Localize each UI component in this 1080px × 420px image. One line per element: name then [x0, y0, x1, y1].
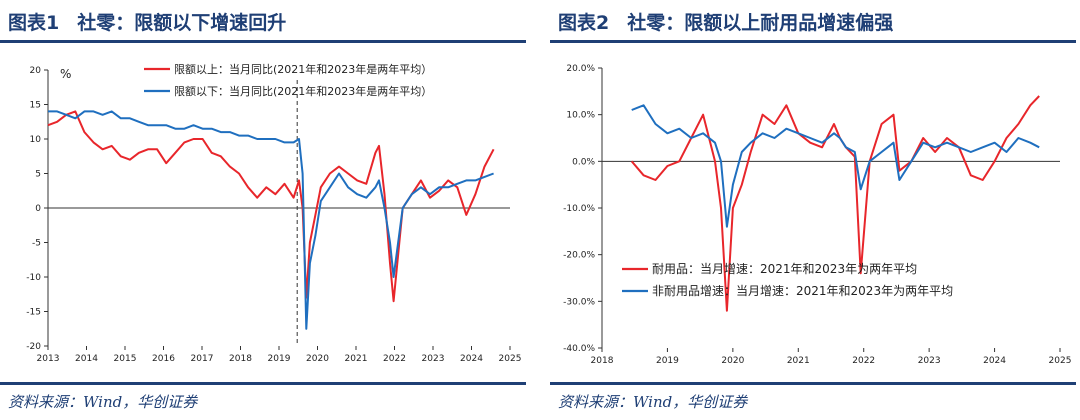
x-tick-label: 2025: [1049, 356, 1072, 366]
x-tick-label: 2024: [460, 354, 483, 364]
y-tick-label: 20.0%: [566, 64, 595, 74]
series-line-1: [48, 110, 494, 330]
x-tick-label: 2020: [721, 356, 744, 366]
x-tick-label: 2021: [787, 356, 810, 366]
x-tick-label: 2023: [422, 354, 445, 364]
x-tick-label: 2019: [656, 356, 679, 366]
series-line-1: [631, 104, 1040, 228]
y-tick-label: 5: [35, 170, 41, 180]
x-tick-label: 2022: [852, 356, 875, 366]
legend-label-1: 非耐用品增速：当月增速：2021年和2023年为两年平均: [652, 284, 953, 298]
x-tick-label: 2019: [268, 354, 291, 364]
y-tick-label: -30.0%: [563, 297, 595, 307]
x-tick-label: 2020: [306, 354, 329, 364]
y-tick-label: 10.0%: [566, 111, 595, 121]
y-tick-label: -15: [26, 308, 41, 318]
figure-number: 图表2: [558, 12, 610, 34]
x-tick-label: 2022: [383, 354, 406, 364]
y-tick-label: 15: [30, 101, 41, 111]
x-tick-label: 2013: [37, 354, 60, 364]
y-tick-label: 20: [30, 66, 42, 76]
title-rule: [550, 40, 1076, 43]
title-rule: [0, 40, 526, 43]
y-tick-label: -10.0%: [563, 204, 595, 214]
source-note: 资料来源：Wind，华创证券: [8, 393, 198, 411]
x-tick-label: 2018: [229, 354, 252, 364]
y-tick-label: -20.0%: [563, 251, 595, 261]
x-tick-label: 2018: [591, 356, 614, 366]
figure-title: 社零：限额以上耐用品增速偏强: [627, 12, 894, 34]
y-axis-label: %: [60, 67, 71, 81]
footer-rule: [0, 382, 526, 385]
x-tick-label: 2015: [114, 354, 137, 364]
x-tick-label: 2025: [499, 354, 522, 364]
x-tick-label: 2016: [152, 354, 175, 364]
panel-title: 图表1 社零：限额以下增速回升: [8, 8, 286, 35]
chart-panel-1: 图表1 社零：限额以下增速回升 20 15 10 5 0 -5 -10 -15 -20 2013 20…: [0, 0, 526, 420]
y-tick-label: 10: [30, 135, 42, 145]
footer-rule: [550, 382, 1076, 385]
y-tick-label: 0.0%: [572, 157, 595, 167]
series-line-0: [630, 95, 1040, 312]
y-tick-label: -5: [32, 239, 41, 249]
y-tick-label: -40.0%: [563, 344, 595, 354]
chart-2: 20.0% 10.0% 0.0% -10.0% -20.0% -30.0% -40.0% 20…: [563, 64, 1072, 366]
x-tick-label: 2021: [345, 354, 368, 364]
legend-label-0: 耐用品：当月增速：2021年和2023年为两年平均: [652, 262, 917, 276]
legend-label-1: 限额以下：当月同比(2021年和2023年是两年平均）: [174, 84, 432, 98]
y-tick-label: -10: [26, 273, 41, 283]
source-note: 资料来源：Wind，华创证券: [558, 393, 748, 411]
x-tick-label: 2023: [918, 356, 941, 366]
x-tick-label: 2014: [75, 354, 98, 364]
x-tick-label: 2017: [191, 354, 214, 364]
figure-title: 社零：限额以下增速回升: [77, 12, 287, 34]
y-tick-label: -20: [26, 342, 41, 352]
panel-title: 图表2 社零：限额以上耐用品增速偏强: [558, 8, 893, 35]
legend-label-0: 限额以上：当月同比(2021年和2023年是两年平均）: [174, 62, 432, 76]
figure-number: 图表1: [8, 12, 60, 34]
y-tick-label: 0: [35, 204, 41, 214]
x-tick-label: 2024: [983, 356, 1006, 366]
chart-panel-2: 图表2 社零：限额以上耐用品增速偏强 20.0% 10.0% 0.0% -10.0% -2…: [550, 0, 1076, 420]
